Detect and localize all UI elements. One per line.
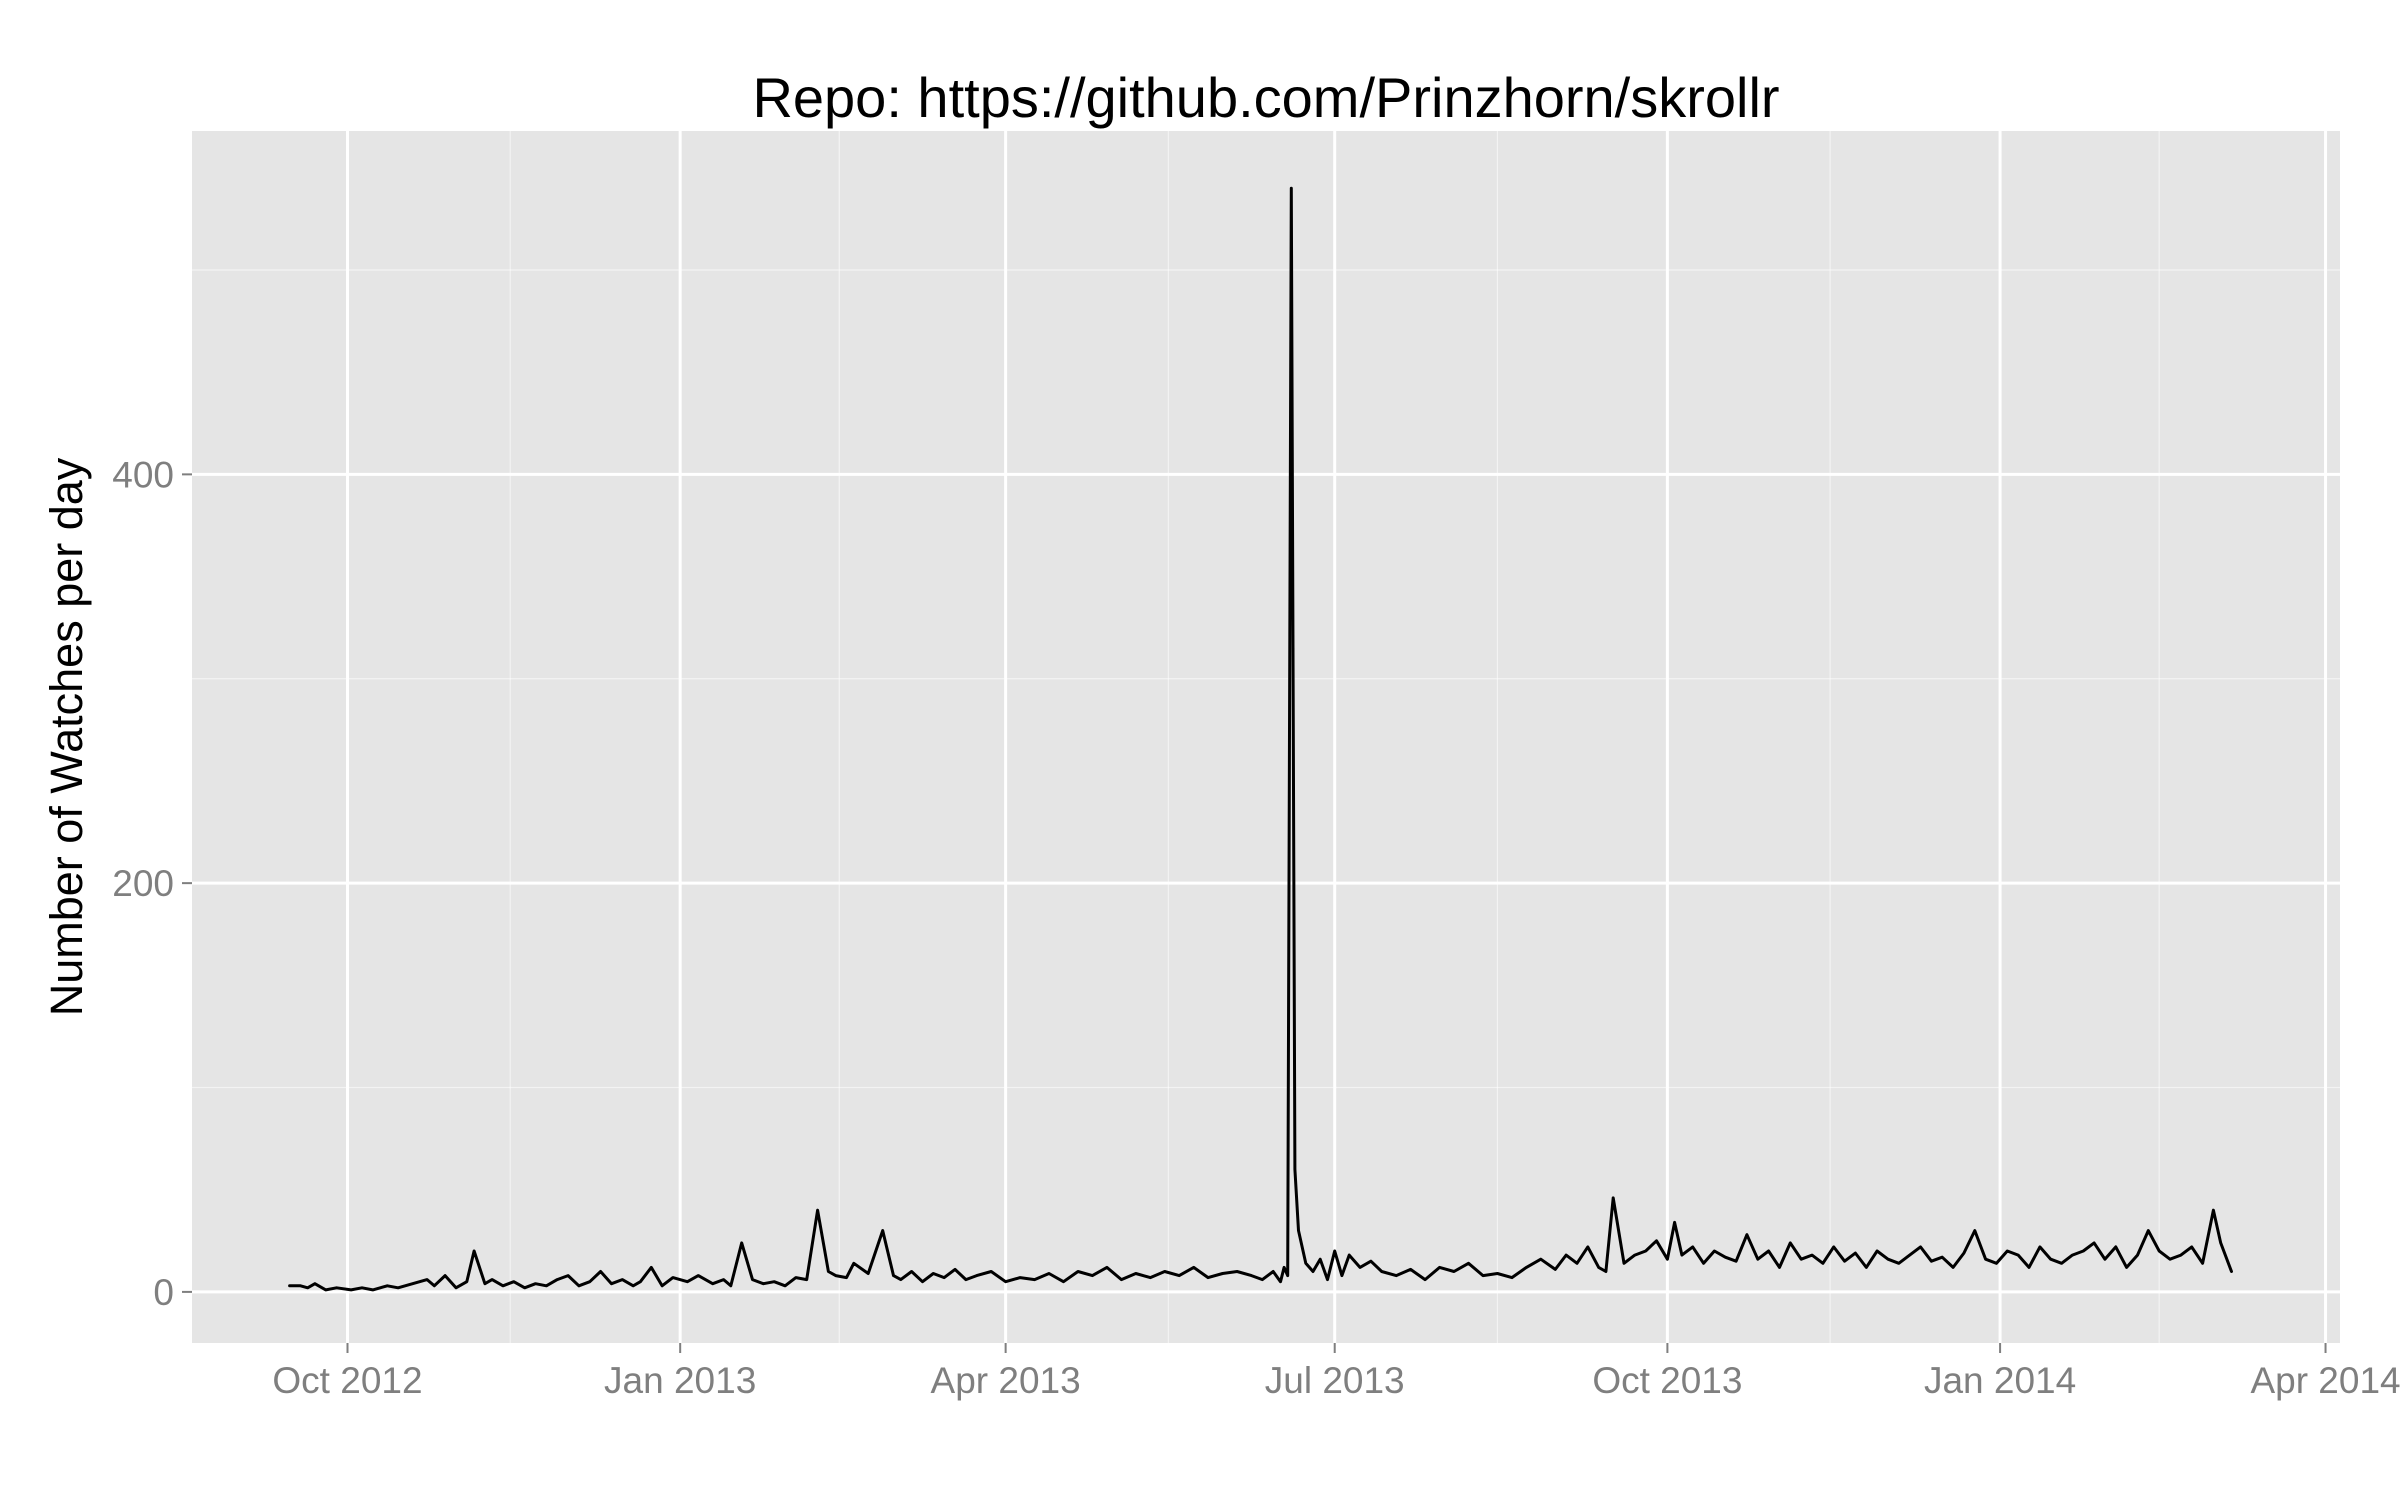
y-axis: 0 200 400 [112,454,192,1313]
plot-panel [192,131,2340,1343]
x-tick-label: Jan 2013 [604,1360,756,1401]
x-tick-label: Jan 2014 [1924,1360,2076,1401]
x-tick-label: Apr 2014 [2250,1360,2400,1401]
x-tick-label: Oct 2012 [272,1360,422,1401]
series-line-0 [288,186,2233,1292]
x-tick-label: Apr 2013 [931,1360,1081,1401]
y-tick-label: 200 [112,863,174,904]
chart-title: Repo: https://github.com/Prinzhorn/skrol… [752,66,1779,129]
x-axis: Oct 2012 Jan 2013 Apr 2013 Jul 2013 Oct 2013… [272,1343,2400,1401]
minor-gridlines [192,131,2340,1343]
y-tick-label: 400 [112,454,174,495]
major-gridlines [192,131,2340,1343]
y-axis-title: Number of Watches per day [41,457,92,1016]
x-tick-label: Oct 2013 [1592,1360,1742,1401]
x-tick-label: Jul 2013 [1265,1360,1405,1401]
y-tick-label: 0 [153,1272,174,1313]
series-layer [288,186,2233,1292]
